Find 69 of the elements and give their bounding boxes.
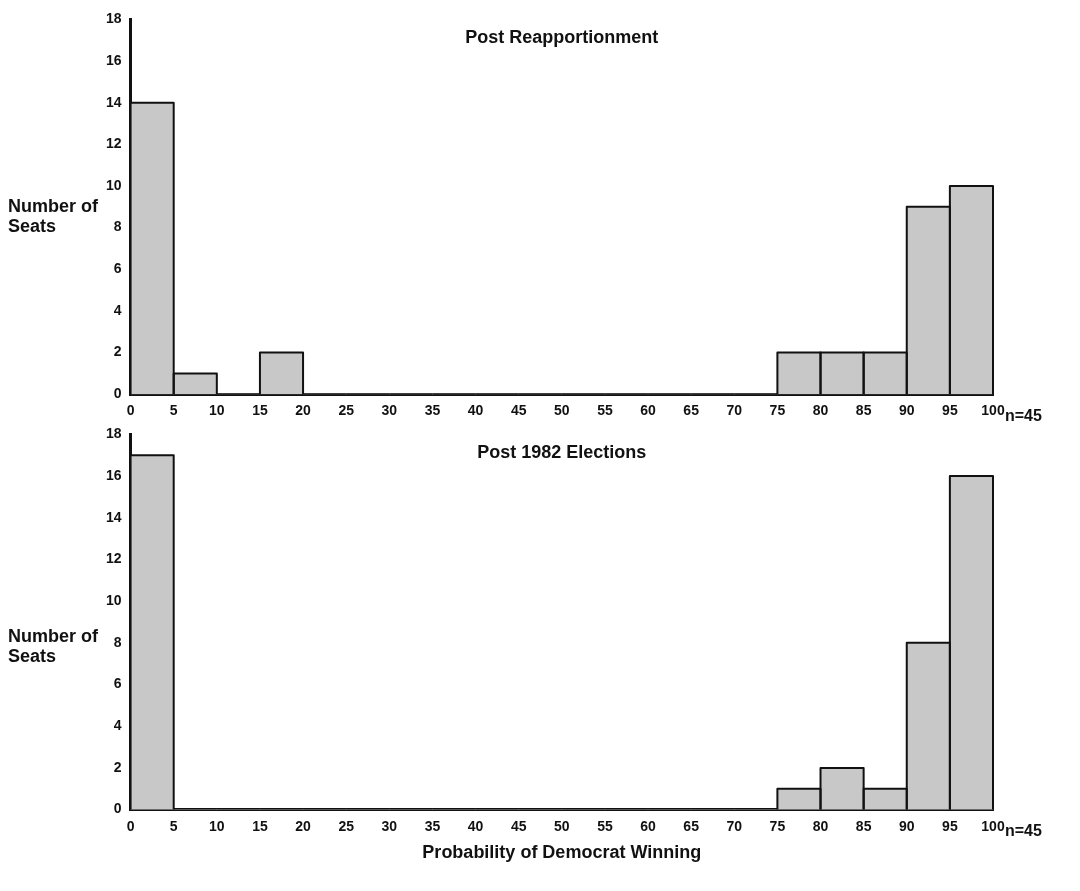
x-tick-label: 50 — [554, 817, 570, 834]
y-tick-label: 2 — [113, 343, 122, 360]
x-tick-label: 15 — [252, 817, 268, 834]
x-tick-label: 100 — [981, 402, 1005, 419]
y-tick-label: 16 — [105, 466, 122, 483]
y-tick-label: 12 — [105, 550, 122, 567]
x-tick-label: 35 — [424, 817, 441, 834]
x-tick-label: 70 — [726, 402, 743, 419]
text: n=45 — [1005, 822, 1043, 840]
x-tick-label: 5 — [169, 402, 178, 419]
y-tick-label: 10 — [105, 592, 122, 609]
x-tick-label: 60 — [640, 817, 657, 834]
y-tick-label: 0 — [113, 385, 122, 402]
x-tick-label: 75 — [769, 402, 786, 419]
x-tick-label: 65 — [683, 402, 700, 419]
x-tick-label: 0 — [126, 817, 135, 834]
y-tick-label: 8 — [113, 633, 122, 650]
x-tick-label: 80 — [812, 817, 829, 834]
x-tick-label: 85 — [855, 402, 872, 419]
x-tick-label: 55 — [597, 817, 613, 834]
y-tick-label: 10 — [105, 176, 122, 193]
x-tick-label: 80 — [812, 402, 829, 419]
y-axis-title: Number of Seats — [8, 195, 99, 236]
x-tick-label: 40 — [467, 817, 484, 834]
y-tick-label: 8 — [113, 218, 122, 235]
y-tick-label: 4 — [113, 717, 122, 734]
x-tick-label: 95 — [942, 817, 958, 834]
y-tick-label: 6 — [113, 260, 122, 277]
x-axis-title: Probability of Democrat Winning — [422, 842, 702, 863]
x-tick-label: 20 — [295, 402, 312, 419]
x-tick-label: 50 — [554, 402, 570, 419]
x-tick-label: 30 — [381, 402, 398, 419]
x-tick-label: 0 — [126, 402, 135, 419]
x-tick-label: 100 — [981, 817, 1005, 834]
x-tick-label: 75 — [769, 817, 786, 834]
y-tick-label: 18 — [105, 425, 122, 442]
text: n=45 — [1005, 406, 1043, 424]
y-tick-label: 12 — [105, 135, 122, 152]
x-tick-label: 70 — [726, 817, 743, 834]
x-tick-label: 20 — [295, 817, 312, 834]
y-tick-label: 16 — [105, 51, 122, 68]
y-tick-label: 0 — [113, 800, 122, 817]
y-tick-label: 14 — [105, 508, 122, 525]
text: Post Reapportionment — [465, 27, 659, 48]
x-tick-label: 45 — [510, 402, 527, 419]
x-tick-label: 30 — [381, 817, 398, 834]
x-tick-label: 15 — [252, 402, 268, 419]
x-tick-label: 35 — [424, 402, 441, 419]
x-tick-label: 95 — [942, 402, 958, 419]
x-tick-label: 85 — [855, 817, 872, 834]
x-tick-label: 45 — [510, 817, 527, 834]
x-tick-label: 65 — [683, 817, 700, 834]
y-tick-label: 6 — [113, 675, 122, 692]
x-tick-label: 25 — [338, 402, 355, 419]
y-tick-label: 14 — [105, 93, 122, 110]
x-tick-label: 60 — [640, 402, 657, 419]
y-tick-label: 2 — [113, 758, 122, 775]
x-tick-label: 90 — [898, 402, 915, 419]
text: Post 1982 Elections — [477, 442, 647, 463]
x-tick-label: 90 — [898, 817, 915, 834]
x-tick-label: 40 — [467, 402, 484, 419]
y-axis-title: Number of Seats — [8, 625, 99, 666]
y-tick-label: 18 — [105, 10, 122, 27]
y-tick-label: 4 — [113, 301, 122, 318]
x-tick-label: 5 — [169, 817, 178, 834]
x-tick-label: 10 — [209, 817, 225, 834]
x-tick-label: 10 — [209, 402, 225, 419]
x-tick-label: 55 — [597, 402, 613, 419]
x-tick-label: 25 — [338, 817, 355, 834]
